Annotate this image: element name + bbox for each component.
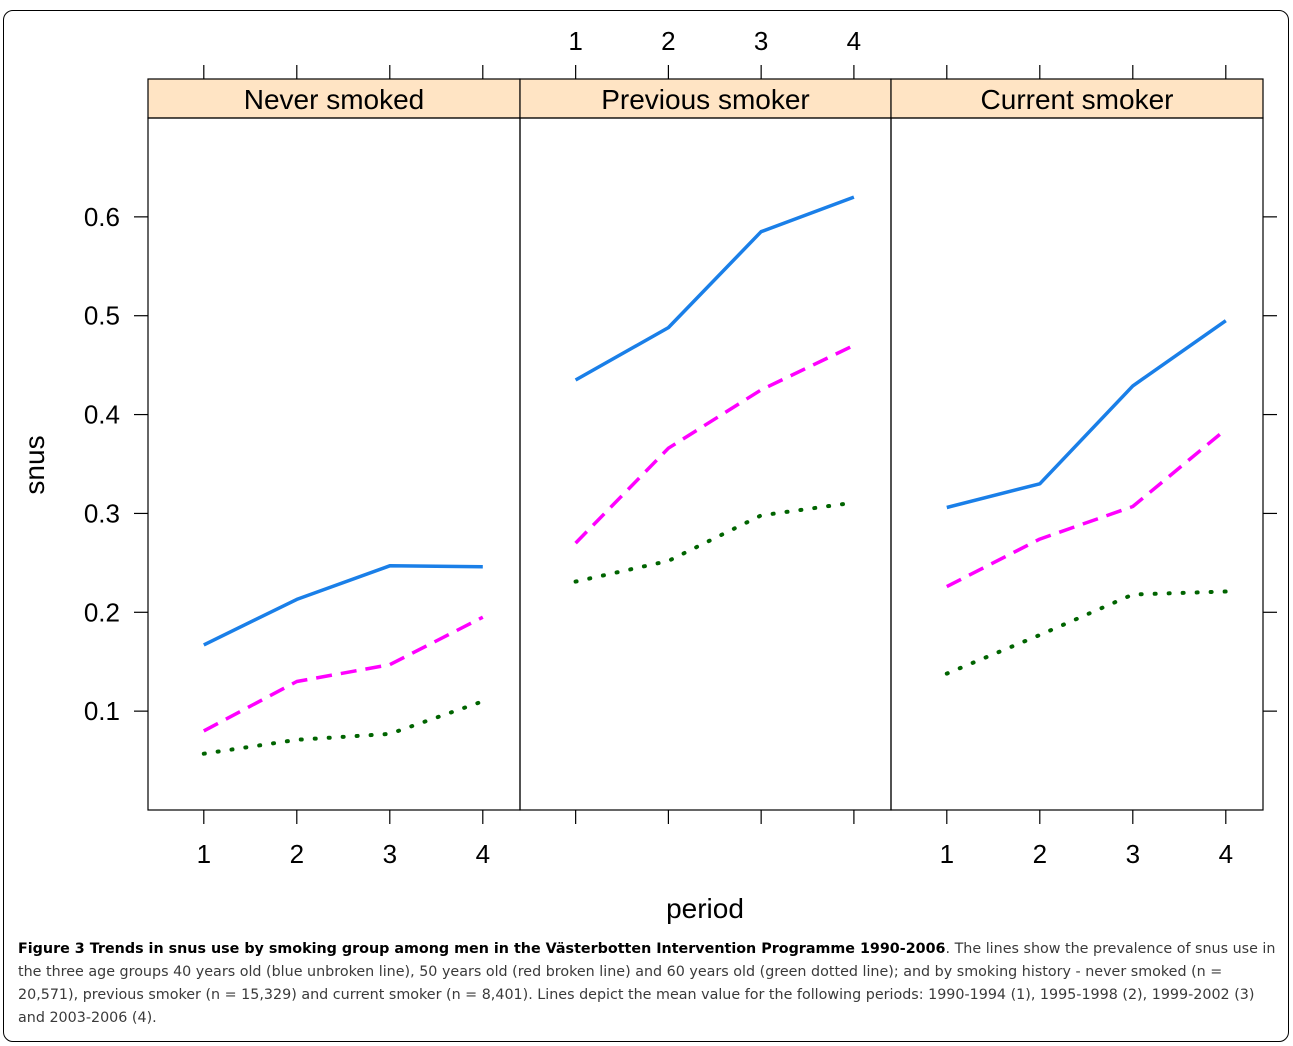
strip-label-2: Previous smoker	[601, 84, 810, 115]
x-tick-label-bottom: 4	[1219, 839, 1233, 869]
caption-body: . The lines show the prevalence of snus …	[18, 941, 1276, 1026]
x-axis-title: period	[666, 893, 744, 924]
x-tick-label-bottom: 2	[1033, 839, 1047, 869]
series-line-dotted-panel-3	[944, 589, 1228, 676]
series-line-dotted-panel-1	[201, 699, 485, 756]
x-tick-label-top: 4	[847, 26, 861, 56]
series-line-solid-panel-1	[203, 564, 483, 647]
figure-frame	[3, 10, 1289, 1042]
y-tick-label: 0.6	[84, 202, 120, 232]
series-line-solid-panel-2	[574, 195, 855, 382]
x-tick-label-bottom: 3	[1126, 839, 1140, 869]
strip-label-1: Never smoked	[244, 84, 425, 115]
y-tick-label: 0.5	[84, 301, 120, 331]
caption-title: Figure 3 Trends in snus use by smoking g…	[18, 941, 946, 957]
figure-caption: Figure 3 Trends in snus use by smoking g…	[18, 938, 1280, 1030]
strip-label-3: Current smoker	[981, 84, 1174, 115]
x-tick-label-bottom: 3	[383, 839, 397, 869]
y-tick-label: 0.3	[84, 498, 120, 528]
panel-2-box	[519, 117, 892, 811]
series-line-dashed-panel-3	[946, 428, 1227, 589]
y-tick-label: 0.1	[84, 696, 120, 726]
series-line-solid-panel-3	[946, 319, 1227, 510]
series-line-dashed-panel-2	[574, 343, 855, 545]
strip-1	[147, 78, 521, 119]
series-line-dashed-panel-1	[202, 615, 484, 733]
x-tick-label-bottom: 1	[197, 839, 211, 869]
x-tick-label-top: 2	[661, 26, 675, 56]
panel-3-box	[890, 117, 1264, 811]
y-axis-title: snus	[19, 435, 50, 494]
y-tick-label: 0.4	[84, 400, 120, 430]
x-tick-label-top: 1	[568, 26, 582, 56]
x-tick-label-bottom: 1	[940, 839, 954, 869]
y-tick-label: 0.2	[84, 597, 120, 627]
x-tick-label-bottom: 4	[476, 839, 490, 869]
strip-3	[890, 78, 1264, 119]
x-tick-label-bottom: 2	[290, 839, 304, 869]
series-line-dotted-panel-2	[573, 500, 856, 584]
x-tick-label-top: 3	[754, 26, 768, 56]
